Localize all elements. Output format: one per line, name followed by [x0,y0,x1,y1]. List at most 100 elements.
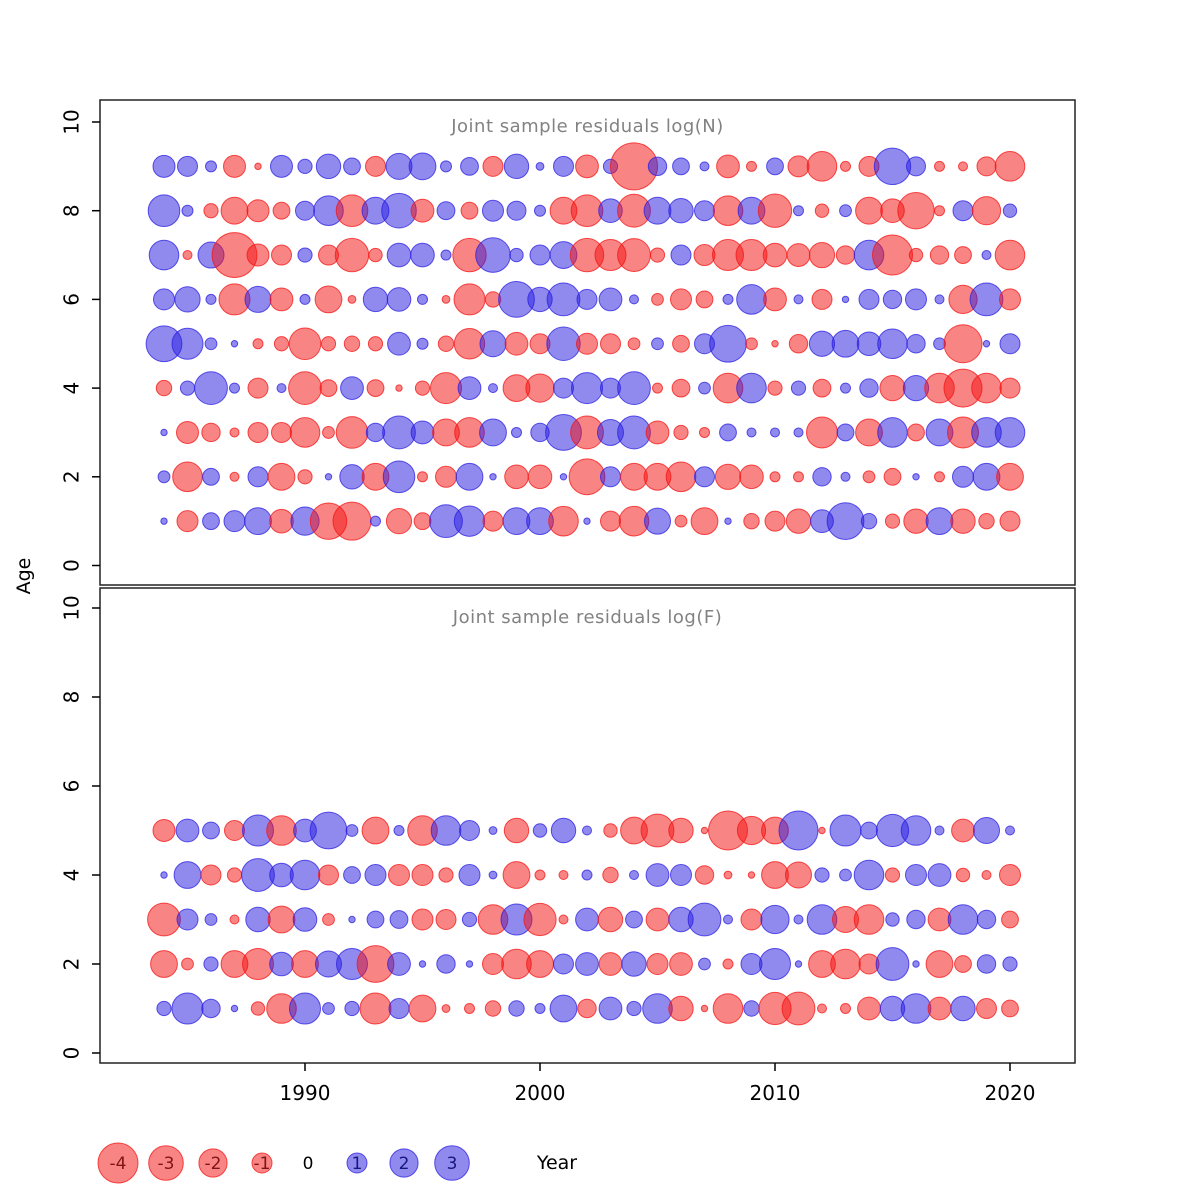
bubble-logN-age7-2009 [735,239,768,272]
bubble-logN-age3-1984 [160,428,168,437]
bubble-logN-age6-1992 [347,295,357,304]
bubble-logF-age5-2016 [900,815,932,846]
bubble-logN-age6-1993 [362,286,389,313]
bubble-logN-age2-2003 [600,466,621,488]
bubble-logN-age9-2017 [934,160,945,172]
bubble-logN-age8-2014 [855,196,883,225]
bubble-logN-age1-1989 [269,508,294,534]
bubble-logN-age5-2019 [982,340,991,348]
bubble-logN-age9-1995 [408,152,437,181]
x-tick-label-2020: 2020 [985,1081,1036,1105]
bubble-logN-age7-1985 [182,250,193,261]
bubble-logF-age3-2015 [885,912,900,927]
bubble-logF-age2-2009 [740,953,763,975]
bubble-logN-age8-2007 [694,200,715,222]
bubble-logF-age3-1984 [147,902,181,937]
bubble-logF-age3-2001 [558,914,569,925]
bubble-logN-age6-2011 [793,294,804,305]
bubble-logN-age3-2008 [719,423,737,442]
bubble-logF-age5-1999 [503,817,530,844]
bubble-logN-age2-1992 [339,464,365,490]
bubble-logN-age3-1989 [271,421,292,443]
bubble-logF-age2-2013 [830,948,861,980]
bubble-logN-age5-1992 [343,335,361,352]
bubble-logN-age4-1985 [179,380,196,396]
bubble-logN-age9-2007 [699,161,710,172]
bubble-logF-age2-2018 [954,955,972,973]
bubble-logN-age9-2005 [647,156,668,177]
bubble-logN-age8-2002 [570,194,604,227]
bubble-logN-age6-2016 [905,288,927,311]
bubble-logF-age5-2012 [818,826,826,835]
bubble-logN-age1-2013 [826,502,865,541]
bubble-logF-age4-2002 [581,869,593,881]
bubble-logN-age2-2002 [568,458,606,496]
bubble-logN-age9-2006 [672,157,690,176]
bubble-logF-age4-1994 [388,864,410,886]
bubble-logF-age3-1993 [366,910,385,929]
bubble-logN-age9-2013 [840,160,851,172]
bubble-logN-age4-2002 [571,372,603,405]
bubble-logN-age4-1993 [366,379,385,398]
bubble-logN-age6-2003 [598,287,623,312]
bubble-logF-age1-2009 [743,1000,760,1017]
bubble-logF-age1-2013 [840,1003,851,1014]
bubble-logN-age5-1989 [273,336,290,352]
bubble-logF-age1-1999 [508,1000,525,1017]
bubble-logN-age2-2007 [694,466,715,488]
bubble-logN-age2-2012 [812,467,832,487]
bubble-logN-age9-1996 [440,160,452,173]
bubble-logF-age4-1998 [488,870,498,880]
bubble-logN-age4-2009 [736,372,767,404]
bubble-logN-age2-1998 [489,473,497,481]
bubble-logN-age1-1998 [482,510,504,532]
bubble-logN-age4-2004 [617,371,651,406]
bubble-logN-age2-2016 [912,473,920,481]
bubble-logN-age7-2000 [529,244,551,266]
bubble-logN-age4-1997 [457,376,482,401]
bubble-logN-age4-2012 [812,378,832,398]
bubble-logN-age4-2020 [999,377,1021,399]
bubble-logF-age2-2004 [621,951,647,977]
bubble-logF-age4-2011 [785,861,812,889]
bubble-logN-age7-2006 [670,244,692,266]
x-axis-label: Year [536,1152,578,1174]
bubble-logF-age5-1985 [175,818,200,843]
bubble-logF-age5-2011 [778,810,819,851]
y-tick-label-logF-6: 6 [60,780,84,793]
bubble-logF-age1-2002 [577,998,597,1019]
legend-bubble--2 [198,1148,228,1178]
bubble-logN-age2-2017 [934,471,945,483]
bubble-logN-age7-2005 [649,247,666,263]
bubble-logF-age3-1996 [435,909,457,930]
bubble-logN-age3-2012 [806,416,838,449]
bubble-logN-age8-2012 [814,203,830,218]
bubble-logF-age2-1996 [436,954,456,974]
bubble-logN-age3-2006 [673,424,689,441]
bubble-logF-age5-1984 [152,819,176,842]
bubble-logF-age2-1986 [203,956,219,972]
bubble-logF-age3-1997 [461,911,478,928]
bubble-logF-age3-2009 [740,908,763,931]
bubble-logN-age1-2019 [978,512,995,530]
bubble-logN-age4-2007 [698,381,711,395]
bubble-logF-age1-2011 [781,991,816,1026]
bubble-logN-age3-2005 [645,420,670,445]
bubble-logN-age9-2011 [787,155,810,178]
bubble-logF-age5-1991 [309,811,348,850]
bubble-logN-age4-2011 [790,380,807,396]
bubble-logF-age4-1990 [289,859,321,891]
bubble-logF-age1-2017 [927,996,952,1021]
bubble-logN-age5-1996 [437,335,455,352]
bubble-logF-age4-2017 [927,863,952,887]
bubble-logN-age7-2012 [808,241,836,269]
bubble-logN-age5-2006 [672,334,690,353]
bubble-logF-age2-1994 [387,952,411,976]
bubble-logF-age1-2008 [712,993,744,1024]
bubble-logN-age9-1992 [343,157,361,176]
bubble-logF-age4-1995 [411,864,434,886]
bubble-logF-age1-1991 [322,1002,335,1015]
bubble-logN-age7-2016 [908,247,924,263]
bubble-logN-age9-2010 [766,157,784,176]
